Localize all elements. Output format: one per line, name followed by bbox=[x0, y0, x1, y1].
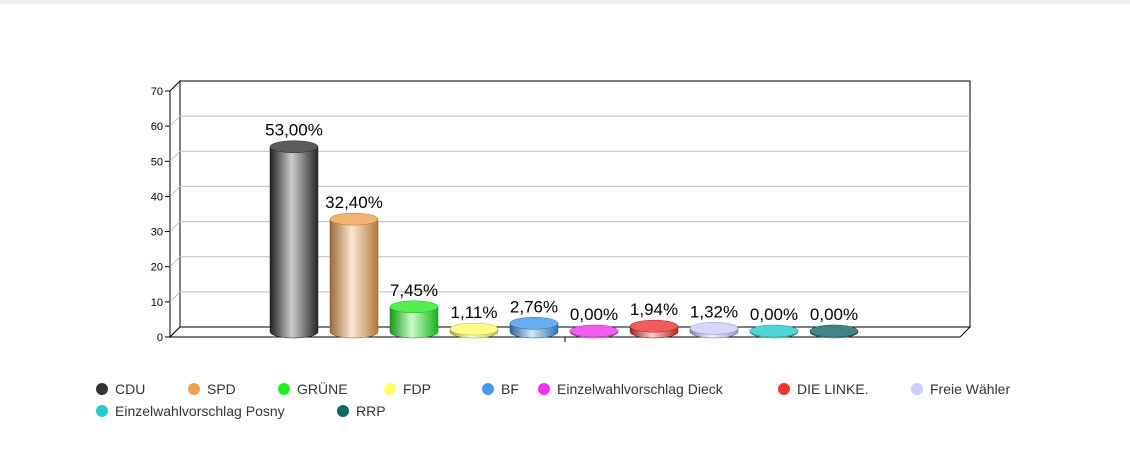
bar-SPD bbox=[329, 212, 379, 339]
bar-top bbox=[269, 140, 319, 153]
bar-body bbox=[329, 218, 379, 339]
bar-BF bbox=[509, 317, 559, 339]
bar-top bbox=[509, 317, 559, 330]
data-labels: 53,00% 32,40% 7,45% 1,11% 2,76% 0,00% 1,94% 1,3… bbox=[265, 121, 858, 324]
bar-top bbox=[449, 322, 499, 336]
y-tick-label: 60 bbox=[151, 121, 163, 133]
legend-item: BF bbox=[482, 381, 538, 397]
legend-label: CDU bbox=[115, 381, 146, 397]
y-tick-label: 40 bbox=[151, 191, 163, 203]
legend-item: GRÜNE bbox=[278, 381, 384, 397]
data-label: 1,11% bbox=[451, 303, 498, 322]
legend-swatch bbox=[538, 383, 550, 395]
legend-item: Einzelwahlvorschlag Posny bbox=[96, 403, 337, 419]
legend-label: Einzelwahlvorschlag Posny bbox=[115, 403, 285, 419]
legend-label: Einzelwahlvorschlag Dieck bbox=[557, 381, 723, 397]
bar-top bbox=[389, 300, 439, 314]
bar-top bbox=[629, 319, 679, 333]
legend-swatch bbox=[337, 405, 349, 417]
legend-swatch bbox=[778, 383, 790, 395]
legend-swatch bbox=[96, 405, 108, 417]
gridline-side bbox=[169, 256, 181, 268]
data-label: 53,00% bbox=[265, 121, 323, 140]
legend-label: Freie Wähler bbox=[930, 381, 1011, 397]
gridline-side bbox=[169, 115, 181, 127]
data-label: 7,45% bbox=[390, 281, 438, 300]
legend-label: GRÜNE bbox=[297, 381, 348, 397]
y-tick-label: 20 bbox=[151, 262, 163, 274]
bar-Einzelwahlvorschlag Dieck bbox=[569, 324, 619, 339]
bar-Freie Wähler bbox=[689, 322, 739, 339]
legend-label: DIE LINKE. bbox=[797, 381, 869, 397]
legend-item: Freie Wähler bbox=[911, 381, 1051, 397]
data-label: 0,00% bbox=[750, 305, 798, 324]
data-label: 2,76% bbox=[510, 297, 558, 316]
legend-swatch bbox=[188, 383, 200, 395]
bar-DIE LINKE. bbox=[629, 319, 679, 339]
legend-item: DIE LINKE. bbox=[778, 381, 911, 397]
bar-RRP bbox=[809, 324, 859, 339]
bar-FDP bbox=[449, 322, 499, 339]
legend-label: BF bbox=[501, 381, 519, 397]
bar-top bbox=[689, 322, 739, 335]
left-wall bbox=[169, 79, 181, 339]
legend-swatch bbox=[911, 383, 923, 395]
bar-top bbox=[749, 324, 799, 338]
y-tick-label: 70 bbox=[151, 86, 163, 98]
bar-top bbox=[569, 324, 619, 338]
legend-item: CDU bbox=[96, 381, 188, 397]
bar-top bbox=[809, 324, 859, 338]
legend-row: Einzelwahlvorschlag Posny RRP bbox=[96, 400, 1096, 422]
legend-item: FDP bbox=[384, 381, 482, 397]
top-border bbox=[0, 0, 1130, 4]
gridline-side bbox=[169, 150, 181, 162]
y-tick-label: 30 bbox=[151, 227, 163, 239]
legend-item: Einzelwahlvorschlag Dieck bbox=[538, 381, 778, 397]
bar-Einzelwahlvorschlag Posny bbox=[749, 324, 799, 339]
y-tick-label: 0 bbox=[157, 332, 163, 344]
legend-swatch bbox=[482, 383, 494, 395]
legend-row: CDU SPD GRÜNE FDP BF Einzelwahlvorschlag Diec… bbox=[96, 378, 1096, 400]
bar-GRÜNE bbox=[389, 300, 439, 339]
bar-body bbox=[389, 306, 439, 339]
bar-CDU bbox=[269, 140, 319, 339]
legend-item: RRP bbox=[337, 403, 437, 419]
legend-label: RRP bbox=[356, 403, 386, 419]
y-axis-ticks: 0 10 20 30 40 50 60 70 bbox=[151, 86, 566, 344]
legend-label: FDP bbox=[403, 381, 431, 397]
data-label: 0,00% bbox=[810, 305, 858, 324]
legend-swatch bbox=[96, 383, 108, 395]
data-label: 0,00% bbox=[570, 305, 618, 324]
bar-body bbox=[269, 146, 319, 339]
y-tick-label: 10 bbox=[151, 297, 163, 309]
data-label: 1,32% bbox=[690, 302, 738, 321]
legend-label: SPD bbox=[207, 381, 236, 397]
legend-item: SPD bbox=[188, 381, 278, 397]
bar-chart: 0 10 20 30 40 50 60 70 53,00% 32,40% 7,45% 1,11% 2,… bbox=[151, 79, 972, 344]
gridline-side bbox=[169, 291, 181, 303]
bar-top bbox=[329, 212, 379, 226]
legend-swatch bbox=[278, 383, 290, 395]
legend-swatch bbox=[384, 383, 396, 395]
bars bbox=[269, 140, 859, 339]
gridline-side bbox=[169, 221, 181, 232]
data-label: 32,40% bbox=[325, 193, 383, 212]
data-label: 1,94% bbox=[630, 300, 678, 319]
y-tick-label: 50 bbox=[151, 156, 163, 168]
legend: CDU SPD GRÜNE FDP BF Einzelwahlvorschlag Diec… bbox=[96, 378, 1096, 422]
gridline-side bbox=[169, 186, 181, 197]
